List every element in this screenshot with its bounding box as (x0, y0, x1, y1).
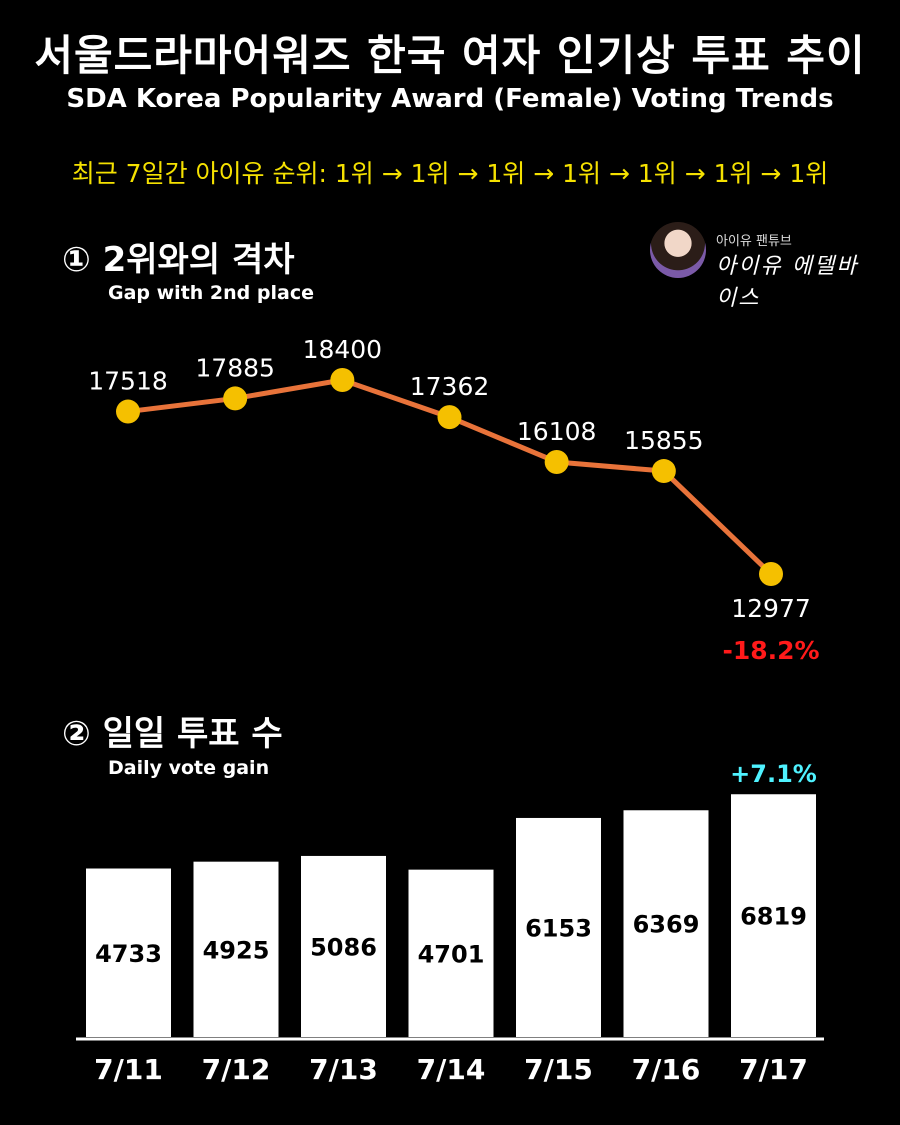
x-tick-label: 7/14 (417, 1053, 486, 1086)
vote-value-label: 4733 (95, 940, 162, 968)
vote-value-label: 5086 (310, 933, 377, 961)
gap-value-label: 17518 (88, 367, 168, 396)
vote-bar-7-15 (516, 817, 601, 1037)
votes-section-title: ② 일일 투표 수 (62, 714, 283, 754)
x-tick-label: 7/16 (632, 1053, 701, 1086)
x-tick-label: 7/11 (94, 1053, 163, 1086)
daily-votes-bar-chart: 4733 7/11 4925 7/12 5086 7/13 4701 7/14 6153 7/15… (76, 760, 824, 1086)
gap-section-subtitle: Gap with 2nd place (108, 282, 314, 304)
vote-bar-7-16 (623, 810, 709, 1037)
gap-point-7-15 (544, 449, 569, 474)
vote-bar-7-11 (86, 868, 171, 1037)
vote-bar-7-14 (408, 869, 494, 1037)
gap-value-label: 12977 (731, 594, 811, 623)
badge-caption: 아이유 팬튜브 (716, 234, 792, 249)
x-tick-label: 7/15 (524, 1053, 593, 1086)
gap-value-label: 17885 (195, 353, 275, 382)
x-tick-label: 7/12 (202, 1053, 271, 1086)
fan-channel-badge: 아이유 팬튜브 아이유 에델바이스 (650, 222, 870, 311)
x-tick-label: 7/13 (309, 1053, 378, 1086)
gap-value-label: 15855 (624, 426, 704, 455)
x-tick-label: 7/17 (739, 1053, 808, 1086)
vote-value-label: 6369 (633, 911, 700, 939)
vote-value-label: 4701 (418, 940, 485, 968)
vote-change-annotation: +7.1% (730, 760, 817, 788)
vote-value-label: 6819 (740, 903, 807, 931)
gap-value-label: 16108 (517, 417, 597, 446)
gap-value-label: 18400 (303, 335, 383, 364)
gap-section-title: ① 2위와의 격차 (62, 240, 295, 280)
gap-point-7-12 (223, 386, 248, 411)
gap-point-7-11 (116, 399, 140, 424)
vote-bar-7-17 (731, 794, 816, 1037)
gap-point-7-14 (437, 405, 462, 430)
badge-channel-name: 아이유 에델바이스 (716, 254, 859, 311)
gap-value-label: 17362 (410, 372, 490, 401)
gap-point-7-16 (651, 459, 676, 484)
rank-summary: 최근 7일간 아이유 순위: 1위 → 1위 → 1위 → 1위 → 1위 → … (71, 159, 829, 188)
vote-bar-7-12 (193, 861, 279, 1037)
gap-point-7-17 (759, 562, 783, 586)
page-title: 서울드라마어워즈 한국 여자 인기상 투표 추이 (34, 31, 866, 80)
gap-line-chart: 17518 17885 18400 17362 16108 15855 12977 -18.2… (88, 335, 819, 665)
vote-value-label: 4925 (203, 936, 270, 964)
votes-section-subtitle: Daily vote gain (108, 757, 270, 779)
page-subtitle: SDA Korea Popularity Award (Female) Voti… (66, 84, 834, 114)
avatar (650, 222, 706, 278)
vote-value-label: 6153 (525, 914, 592, 942)
gap-point-7-13 (330, 368, 355, 392)
gap-change-annotation: -18.2% (722, 636, 819, 665)
vote-bar-7-13 (301, 855, 386, 1037)
